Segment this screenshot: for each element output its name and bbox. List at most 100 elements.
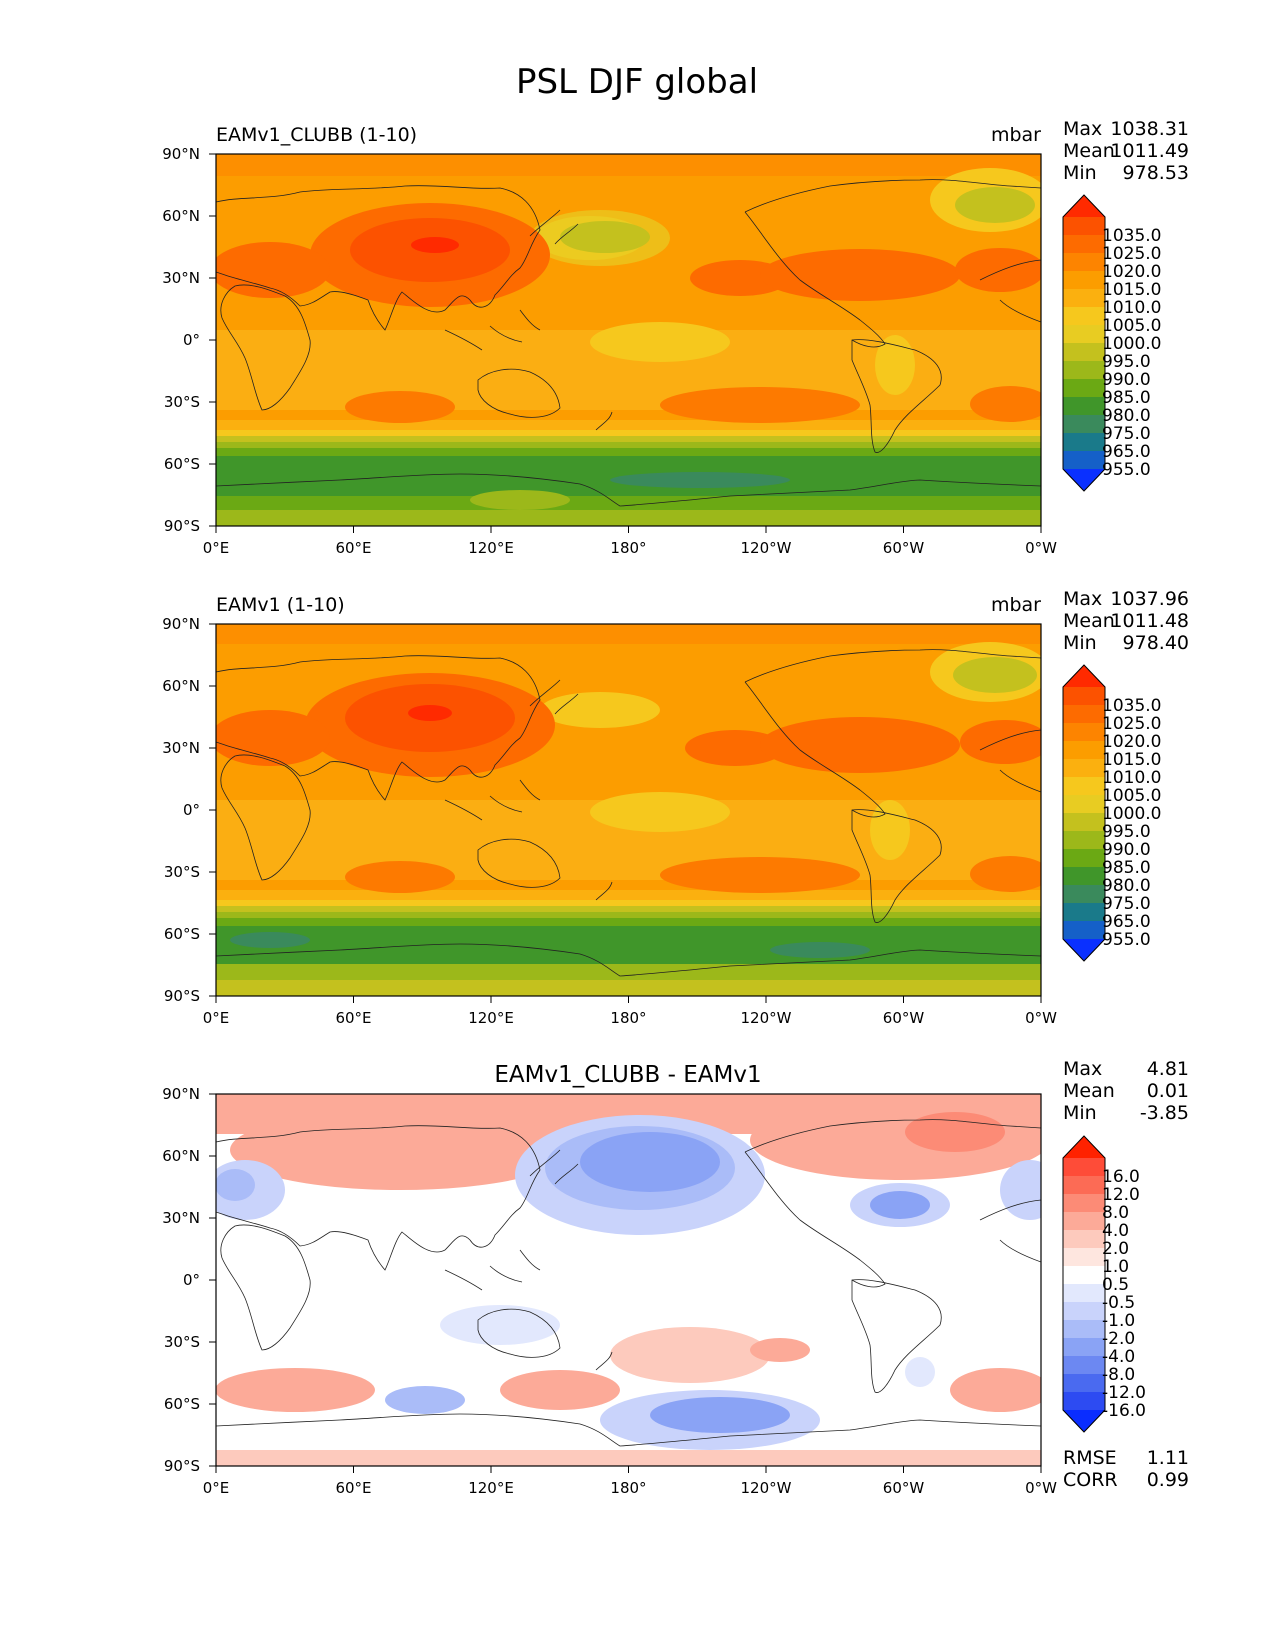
stat-label: Max [1063,588,1102,610]
blob [955,187,1035,223]
colorbar-level-label: 1015.0 [1102,750,1161,770]
y-tick-label: 90°S [164,517,200,535]
stat-value: 1011.48 [1110,610,1189,632]
colorbar-level-label: -16.0 [1102,1401,1146,1421]
colorbar-outline [1062,194,1106,492]
colorbar-level-label: 995.0 [1102,352,1151,372]
colorbar-level-label: 1015.0 [1102,280,1161,300]
blob [955,248,1041,292]
panel-difference-xaxis: 0°E 60°E 120°E 180° 120°W 60°W 0°W [203,1466,1057,1497]
colorbar-swatch [1063,325,1105,344]
band [216,900,1041,908]
blob [750,1338,810,1362]
x-tick-label: 120°W [741,1479,792,1497]
y-tick-label: 90°N [162,1085,200,1103]
colorbar-extend-min [1063,939,1105,961]
band [216,906,1041,914]
colorbar-level-label: 12.0 [1102,1185,1140,1205]
colorbar-swatch [1063,343,1105,362]
colorbar-swatch [1063,885,1105,904]
colorbar-level-label: 16.0 [1102,1167,1140,1187]
coastline [744,649,1041,683]
panel-test-yaxis: 90°N 60°N 30°N 0° 30°S 60°S 90°S [162,145,216,535]
coastlines [216,179,1041,507]
coastline [979,729,1041,793]
colorbar-level-label: 985.0 [1102,858,1151,878]
colorbar-level-label: 1020.0 [1102,262,1161,282]
colorbar-level-label: 1025.0 [1102,244,1161,264]
panel-difference-yaxis: 90°N 60°N 30°N 0° 30°S 60°S 90°S [162,1085,216,1475]
blob [770,942,870,958]
x-tick-label: 120°E [468,1009,514,1027]
coastline [744,681,886,818]
x-tick-label: 180° [610,1009,646,1027]
stat-value: 1011.49 [1110,140,1189,162]
band [216,436,1041,444]
colorbar-swatch [1063,217,1105,236]
x-tick-label: 0°E [203,539,230,557]
y-tick-label: 60°N [162,677,200,695]
coastline [220,754,311,881]
blob [560,221,650,253]
panel-reference: EAMv1 (1-10) mbar 90°N 60°N 30°N 0° 30°S… [162,588,1189,1027]
colorbar-level-label: 990.0 [1102,840,1151,860]
colorbar-level-label: -0.5 [1102,1293,1135,1313]
y-tick-label: 60°S [164,455,200,473]
metric-value: 0.99 [1147,1469,1189,1491]
band [216,1450,1041,1466]
colorbar-swatch [1063,723,1105,742]
metric-value: 1.11 [1147,1447,1189,1469]
stat-label: Mean [1063,1080,1115,1102]
blob [345,861,455,893]
x-tick-marks [215,526,1042,533]
x-tick-marks [215,996,1042,1003]
coastline [216,473,1041,507]
colorbar-swatch [1063,307,1105,326]
blob [953,657,1037,693]
blob [470,490,570,510]
colorbar-level-label: 1.0 [1102,1257,1129,1277]
colorbar-level-label: 0.5 [1102,1275,1129,1295]
colorbar-swatch [1063,253,1105,272]
colorbar-extend-max [1063,665,1105,687]
colorbar-level-label: -8.0 [1102,1365,1135,1385]
colorbar-level-label: 1000.0 [1102,804,1161,824]
colorbar-swatch [1063,741,1105,760]
blob [408,705,452,721]
panel-difference-field [216,1094,1041,1466]
x-tick-label: 60°W [883,1009,925,1027]
colorbar-swatch [1063,1212,1105,1231]
coastline [444,779,541,821]
blob [905,1357,935,1387]
colorbar-level-label: 965.0 [1102,912,1151,932]
x-tick-label: 0°W [1025,539,1057,557]
band [216,926,1041,966]
panel-reference-stats: Max 1037.96 Mean 1011.48 Min 978.40 [1063,588,1189,654]
stat-label: Max [1063,118,1102,140]
colorbar-level-label: 1035.0 [1102,696,1161,716]
x-tick-label: 120°E [468,539,514,557]
blob [216,1368,375,1412]
colorbar-level-label: 1025.0 [1102,714,1161,734]
colorbar-level-label: 1010.0 [1102,768,1161,788]
x-tick-marks [215,1466,1042,1473]
y-tick-marks [209,623,216,997]
blob [216,710,330,766]
colorbar-level-label: 975.0 [1102,894,1151,914]
colorbar-swatch [1063,867,1105,886]
figure-title: PSL DJF global [516,62,758,102]
blob [970,856,1041,892]
blob [660,857,860,893]
band [216,624,1041,644]
y-tick-label: 30°S [164,863,200,881]
band [216,442,1041,450]
stat-label: Mean [1063,140,1115,162]
colorbar-swatch [1063,1230,1105,1249]
x-tick-label: 0°E [203,1009,230,1027]
colorbar-swatch [1063,1374,1105,1393]
y-tick-label: 30°S [164,393,200,411]
coastline [744,1151,886,1288]
blob [760,249,960,301]
panel-difference-stats: Max 4.81 Mean 0.01 Min -3.85 [1063,1058,1189,1124]
stat-value: 4.81 [1147,1058,1189,1080]
